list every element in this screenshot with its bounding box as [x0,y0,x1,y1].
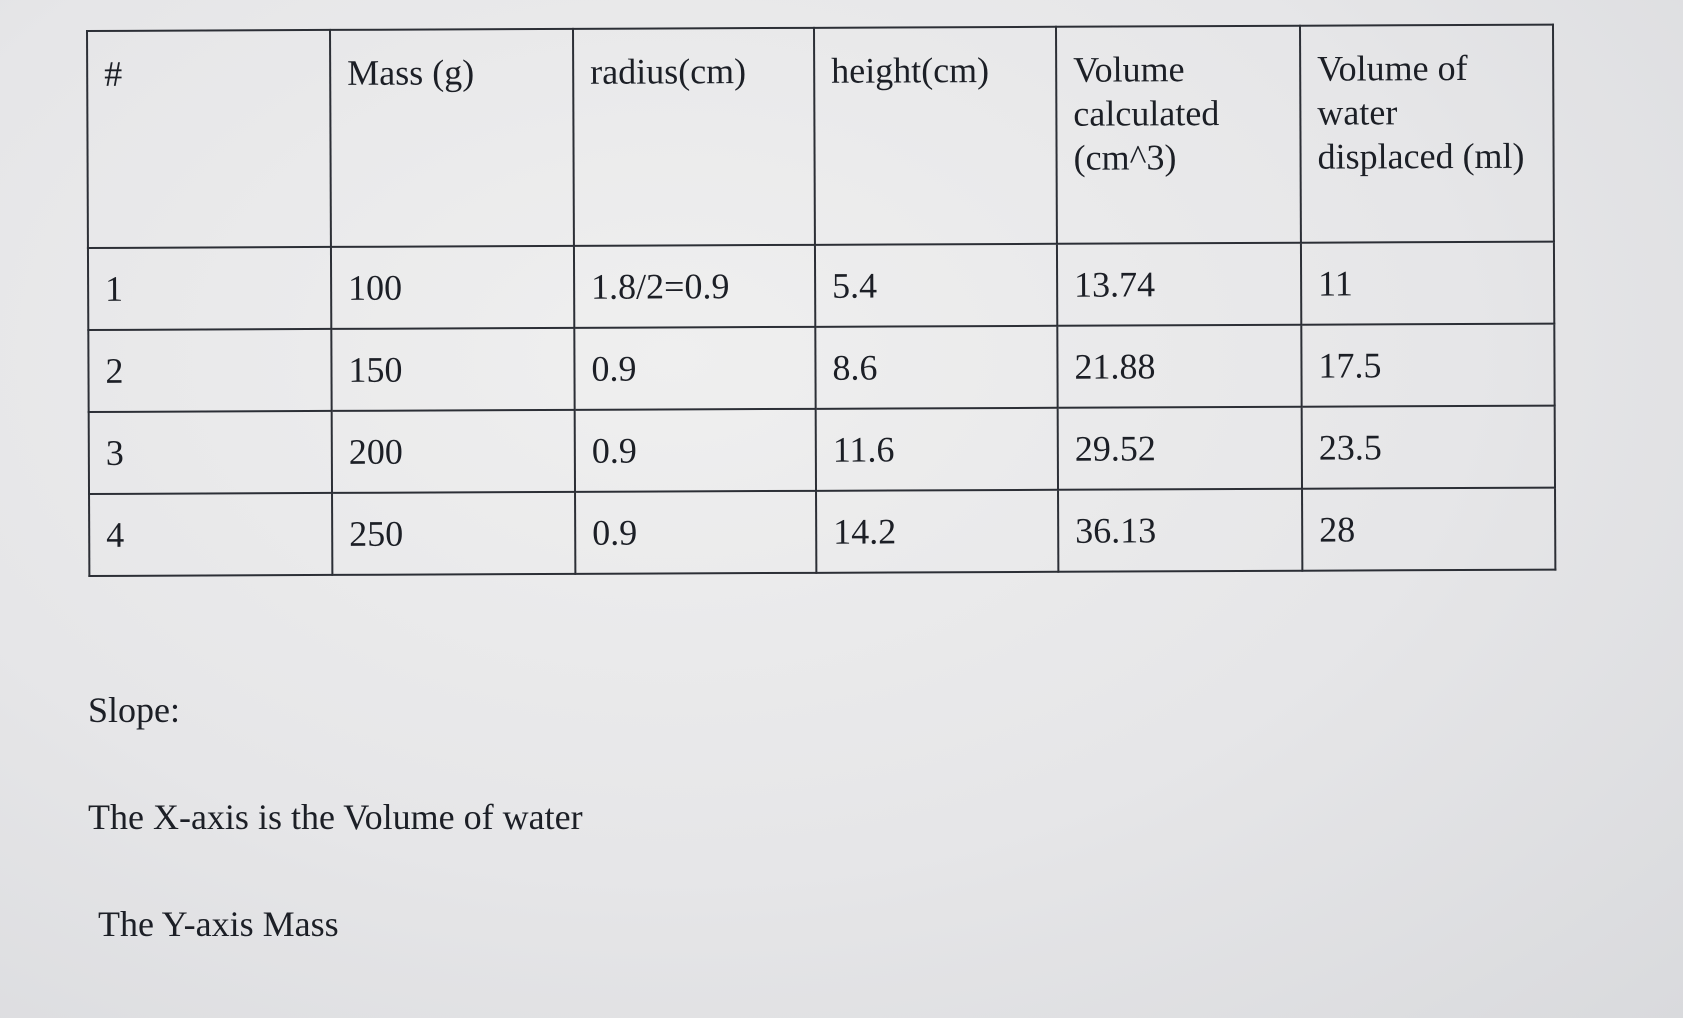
header-volume-displaced: Volume of water displaced (ml) [1299,24,1554,243]
cell-number: 1 [87,246,332,330]
cell-mass: 200 [331,409,576,493]
table-row: 3 200 0.9 11.6 29.52 23.5 [88,405,1556,494]
table-row: 1 100 1.8/2=0.9 5.4 13.74 11 [87,241,1555,330]
cell-radius: 0.9 [574,326,816,410]
cell-radius: 0.9 [575,490,817,574]
cell-number: 4 [89,492,333,576]
cell-number: 3 [88,410,333,494]
cell-volume-displaced: 28 [1302,487,1556,571]
slope-label: Slope: [88,690,181,730]
cell-radius: 0.9 [574,408,817,492]
table-row: 2 150 0.9 8.6 21.88 17.5 [88,323,1555,412]
table-header-row: # Mass (g) radius(cm) height(cm) Volume … [87,24,1554,248]
header-volume-calculated: Volume calculated (cm^3) [1055,25,1301,244]
cell-mass: 250 [332,491,576,575]
cell-volume-displaced: 17.5 [1301,323,1555,407]
y-axis-note: The Y-axis Mass [98,904,339,944]
cell-height: 8.6 [815,325,1058,409]
header-number: # [87,29,331,248]
cell-height: 11.6 [815,407,1059,491]
data-table: # Mass (g) radius(cm) height(cm) Volume … [86,24,1556,577]
header-mass: Mass (g) [330,28,574,247]
cell-volume-calculated: 36.13 [1058,488,1303,572]
cell-volume-calculated: 13.74 [1056,242,1302,326]
cell-mass: 100 [330,245,575,329]
cell-number: 2 [88,328,332,412]
cell-height: 5.4 [814,243,1058,327]
header-height: height(cm) [813,26,1057,245]
cell-volume-calculated: 29.52 [1057,406,1303,490]
table-row: 4 250 0.9 14.2 36.13 28 [89,487,1556,576]
cell-volume-displaced: 11 [1300,241,1555,325]
header-radius: radius(cm) [572,27,815,246]
x-axis-note: The X-axis is the Volume of water [88,797,583,837]
cell-height: 14.2 [816,489,1059,573]
cell-volume-displaced: 23.5 [1301,405,1556,489]
cell-volume-calculated: 21.88 [1057,324,1302,408]
cell-mass: 150 [331,327,575,411]
cell-radius: 1.8/2=0.9 [573,244,816,328]
